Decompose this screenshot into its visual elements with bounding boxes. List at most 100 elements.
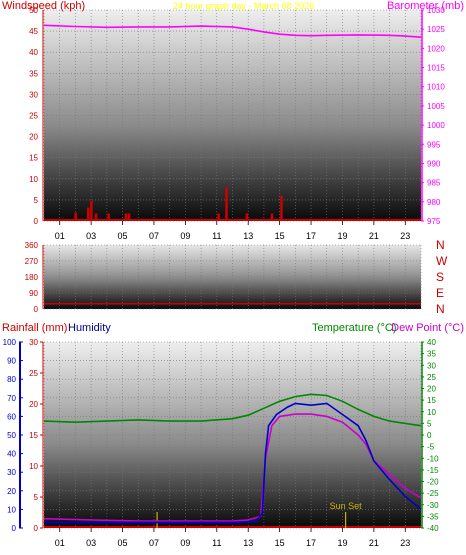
temperature-tick-label: -15 (427, 466, 439, 475)
x-tick-label: 15 (275, 231, 285, 241)
x-tick-label: 01 (55, 538, 65, 548)
x-tick-label: 07 (149, 538, 159, 548)
temperature-tick-label: -20 (427, 478, 439, 487)
temperature-tick-label: 5 (427, 419, 432, 428)
windspeed-tick-label: 30 (29, 90, 38, 99)
barometer-tick-label: 1005 (427, 102, 445, 111)
windspeed-bar (124, 213, 128, 221)
x-tick-label: 19 (337, 231, 347, 241)
temperature-tick-label: 20 (427, 385, 436, 394)
windspeed-bar (217, 213, 220, 221)
humidity-tick-label: 50 (7, 431, 16, 440)
x-tick-label: 01 (55, 231, 65, 241)
temperature-tick-label: 15 (427, 396, 436, 405)
temperature-axis: -40 -35 -30 -25 -20 -15 -10 -5 0 5 10 15 20 25 30 35 40 (421, 338, 439, 533)
windspeed-tick-label: 20 (29, 133, 38, 142)
x-tick-label: 05 (118, 231, 128, 241)
panel1-grid (43, 9, 422, 222)
compass-label: W (436, 254, 448, 268)
x-tick-label: 13 (243, 538, 253, 548)
windspeed-bar (94, 213, 98, 221)
barometer-tick-label: 975 (427, 217, 441, 226)
panel2-plot-area (44, 245, 421, 309)
x-tick-label: 03 (86, 538, 96, 548)
humidity-tick-label: 100 (3, 338, 17, 347)
x-tick-label: 07 (149, 231, 159, 241)
barometer-series (43, 24, 422, 38)
windspeed-tick-label: 10 (29, 175, 38, 184)
x-tick-label: 11 (212, 231, 221, 241)
windspeed-bar (86, 207, 90, 221)
barometer-tick-label: 1000 (427, 121, 445, 130)
humidity-tick-label: 30 (7, 468, 16, 477)
rainfall-axis-label: Rainfall (mm) (2, 322, 67, 334)
humidity-tick-label: 70 (7, 394, 16, 403)
temperature-tick-label: -40 (427, 524, 439, 533)
humidity-tick-label: 80 (7, 375, 16, 384)
x-tick-label: 09 (180, 538, 190, 548)
humidity-tick-label: 10 (7, 505, 16, 514)
panel3-grid (43, 341, 422, 529)
humidity-line (44, 402, 422, 524)
windspeed-tick-label: 5 (34, 196, 39, 205)
windspeed-axis-label: Windspeed (kph) (2, 0, 85, 12)
windspeed-tick-label: 0 (34, 217, 39, 226)
panel1-x-axis: 01 03 05 07 09 11 13 15 17 19 21 23 (55, 221, 410, 241)
windspeed-axis: 0 5 10 15 20 25 30 35 40 45 50 (29, 6, 44, 226)
x-tick-label: 05 (118, 538, 128, 548)
direction-tick-label: 0 (34, 305, 39, 314)
x-tick-label: 13 (243, 231, 253, 241)
temperature-tick-label: -30 (427, 501, 439, 510)
temperature-tick-label: -10 (427, 454, 439, 463)
chart-title: 24 hour graph day - March 08 2026 (173, 1, 314, 11)
humidity-tick-label: 90 (7, 357, 16, 366)
humidity-axis: 0 10 20 30 40 50 60 70 80 90 100 (3, 338, 23, 533)
temperature-tick-label: 0 (427, 431, 432, 440)
x-tick-label: 09 (180, 231, 190, 241)
barometer-tick-label: 1030 (427, 6, 445, 15)
temperature-tick-label: 40 (427, 338, 436, 347)
windspeed-bar (245, 213, 249, 221)
panel3-x-axis: 01 03 05 07 09 11 13 15 17 19 21 23 (55, 528, 410, 548)
temperature-axis-label: Temperature (°C) (312, 322, 396, 334)
barometer-line (43, 24, 422, 38)
x-tick-label: 17 (306, 231, 316, 241)
windspeed-tick-label: 15 (29, 154, 38, 163)
rainfall-tick-label: 0 (34, 524, 39, 533)
humidity-tick-label: 40 (7, 450, 16, 459)
direction-degree-axis: 0 90 180 270 360 (25, 241, 44, 314)
rainfall-tick-label: 20 (29, 400, 38, 409)
barometer-tick-label: 980 (427, 198, 441, 207)
sunset-annotation: Sun Set (330, 501, 363, 511)
direction-tick-label: 90 (29, 289, 38, 298)
windspeed-tick-label: 25 (29, 112, 38, 121)
compass-label: N (436, 238, 445, 252)
rainfall-tick-label: 5 (34, 493, 39, 502)
rainfall-axis: 0 5 10 15 20 25 30 (29, 338, 44, 533)
panel3-series: Sun Set (43, 393, 422, 528)
barometer-tick-label: 1020 (427, 44, 445, 53)
direction-tick-label: 270 (25, 257, 39, 266)
windspeed-bar (107, 213, 110, 221)
barometer-axis: 975 980 985 990 995 1000 1005 1010 1015 1020 1025 1… (421, 6, 445, 226)
rainfall-tick-label: 15 (29, 431, 38, 440)
compass-label: N (436, 302, 445, 316)
temperature-tick-label: 30 (427, 361, 436, 370)
dewpoint-axis-label: Dew Point (°C) (391, 322, 464, 334)
temperature-tick-label: -5 (427, 443, 435, 452)
x-tick-label: 19 (337, 538, 347, 548)
barometer-tick-label: 1010 (427, 83, 445, 92)
windspeed-bar (127, 213, 131, 221)
temperature-tick-label: -25 (427, 489, 439, 498)
barometer-tick-label: 1025 (427, 25, 445, 34)
rainfall-tick-label: 25 (29, 369, 38, 378)
windspeed-tick-label: 35 (29, 69, 38, 78)
barometer-tick-label: 995 (427, 140, 441, 149)
x-tick-label: 03 (86, 231, 96, 241)
temperature-tick-label: -35 (427, 512, 439, 521)
x-tick-label: 15 (275, 538, 285, 548)
x-tick-label: 23 (400, 231, 410, 241)
